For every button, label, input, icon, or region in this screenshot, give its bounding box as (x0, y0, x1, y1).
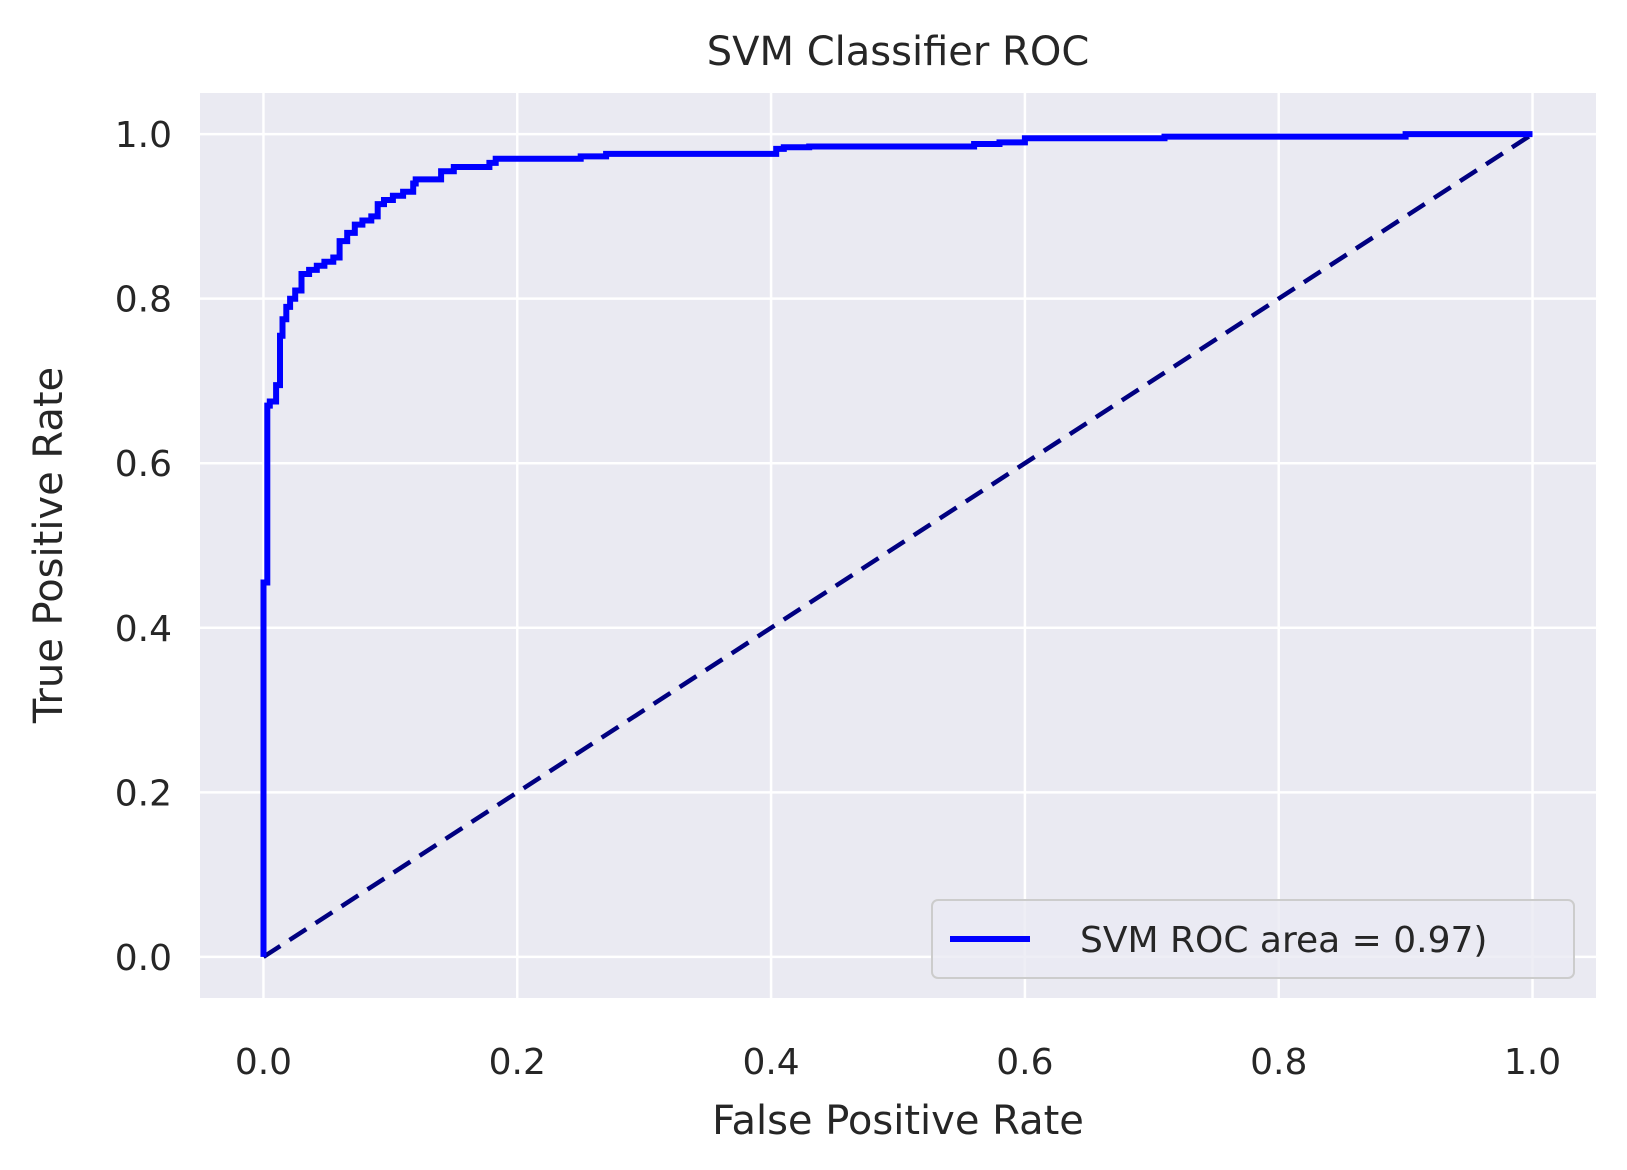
y-tick-label: 0.4 (115, 609, 172, 650)
legend: SVM ROC area = 0.97) (931, 899, 1575, 979)
y-tick-label: 0.8 (115, 280, 172, 321)
x-axis-label: False Positive Rate (712, 1098, 1084, 1144)
y-tick-label: 0.0 (115, 938, 172, 979)
x-tick-label: 0.6 (996, 1042, 1053, 1083)
y-tick-label: 0.6 (115, 444, 172, 485)
legend-label-roc: SVM ROC area = 0.97) (1080, 920, 1487, 961)
x-tick-label: 0.0 (235, 1042, 292, 1083)
y-tick-label: 1.0 (115, 115, 172, 156)
chance-diagonal-line (262, 132, 1534, 959)
x-tick-label: 0.8 (1250, 1042, 1307, 1083)
y-axis-label: True Positive Rate (26, 367, 72, 724)
y-tick-label: 0.2 (115, 773, 172, 814)
x-tick-label: 0.4 (742, 1042, 799, 1083)
x-tick-labels: 0.0 0.2 0.4 0.6 0.8 1.0 (235, 1042, 1561, 1083)
y-tick-labels: 0.0 0.2 0.4 0.6 0.8 1.0 (115, 115, 172, 979)
roc-curve-line (260, 131, 1533, 957)
chart-title: SVM Classifier ROC (707, 29, 1090, 75)
x-tick-label: 0.2 (489, 1042, 546, 1083)
grid-lines (200, 93, 1596, 998)
x-tick-label: 1.0 (1504, 1042, 1561, 1083)
legend-box (931, 899, 1575, 979)
